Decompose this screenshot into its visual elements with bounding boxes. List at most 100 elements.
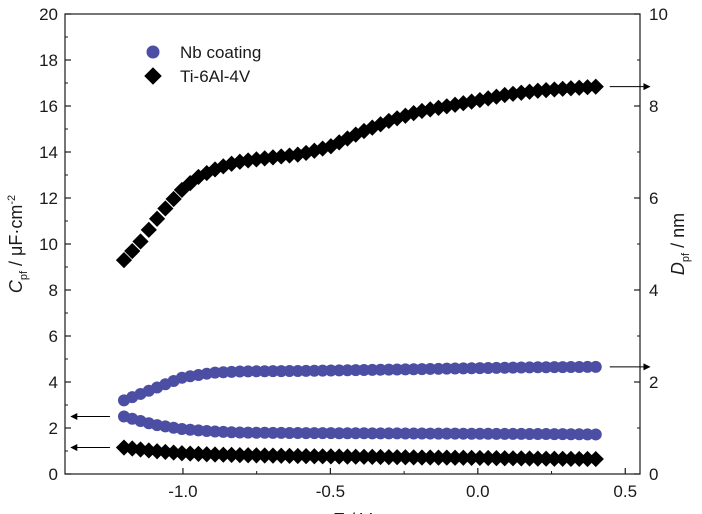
data-point [316,427,329,440]
data-point [573,360,586,373]
data-point [538,450,555,467]
data-point [531,361,544,374]
data-point [256,447,273,464]
data-point [314,448,331,465]
data-point [506,427,519,440]
data-point [480,90,497,107]
data-point [389,110,406,127]
ticks: -1.0 -0.5 0.0 0.5 0 2 4 6 8 10 12 14 16 18 20 0 2 4 6 8 10 [39,5,668,501]
data-point [341,364,354,377]
data-point [206,446,224,463]
data-point [349,427,362,440]
x-tick-label: 0.0 [466,482,490,501]
data-point [306,448,323,465]
data-point [465,362,478,375]
data-point [165,190,182,208]
data-point [523,427,536,440]
data-point [124,242,141,260]
data-point [488,88,505,105]
data-point [366,427,379,440]
data-point [132,441,149,458]
data-point [322,448,340,465]
data-point [548,361,561,374]
data-point [391,363,404,376]
data-marks [115,78,604,468]
data-point [465,427,478,440]
data-point [283,365,296,378]
data-point [339,130,356,147]
data-point [521,83,538,100]
data-point [374,363,387,376]
data-point [333,364,346,377]
data-point [523,361,536,374]
data-point [233,426,246,439]
axis-arrows [70,83,651,452]
data-point [316,364,329,377]
y-left-tick-label: 2 [49,419,58,438]
data-point [455,449,472,466]
data-point [415,363,428,376]
data-point [506,361,519,374]
data-point [283,426,296,439]
data-point [546,450,563,467]
x-tick-label: 0.5 [613,482,637,501]
data-point [463,93,480,110]
data-point [589,428,602,441]
data-point [413,449,431,466]
data-point [564,361,577,374]
data-point [405,449,422,466]
data-point [581,428,594,441]
data-point [449,362,462,375]
data-point [397,449,414,466]
data-point [266,426,279,439]
data-point [275,365,288,378]
data-point [258,365,271,378]
data-point [364,119,381,136]
x-tick-label: -0.5 [316,482,345,501]
data-point [372,448,389,466]
data-point [457,362,470,375]
data-point [554,450,571,467]
data-point [300,427,313,440]
data-point [355,448,373,465]
y-right-tick-label: 2 [649,373,658,392]
data-point [432,427,445,440]
data-point [308,427,321,440]
data-point [440,427,453,440]
y-right-tick-label: 4 [649,281,658,300]
data-point [531,427,544,440]
data-point [562,450,580,467]
y-left-tick-label: 20 [39,5,58,24]
data-point [407,427,420,440]
data-point [488,450,505,467]
y-left-tick-label: 10 [39,235,58,254]
data-point [521,450,538,467]
data-point [504,85,522,102]
data-point [382,427,395,440]
legend-marker [144,67,162,85]
data-point [490,427,503,440]
data-point [248,447,265,464]
data-point [198,446,215,463]
y-right-tick-label: 6 [649,189,658,208]
data-point [407,363,420,376]
data-point [513,450,530,467]
data-point [306,142,323,159]
data-point [374,427,387,440]
data-point [231,446,248,464]
data-point [291,364,304,377]
data-point [324,364,337,377]
data-point [449,427,462,440]
y-right-tick-label: 8 [649,97,658,116]
data-point [540,361,553,374]
data-point [515,427,528,440]
data-point [440,362,453,375]
data-point [471,449,488,467]
data-point [473,427,486,440]
data-point [556,428,569,441]
data-point [115,439,133,456]
data-point [399,427,412,440]
legend-label: Nb coating [180,43,261,62]
data-point [355,122,373,140]
data-point [366,363,379,376]
